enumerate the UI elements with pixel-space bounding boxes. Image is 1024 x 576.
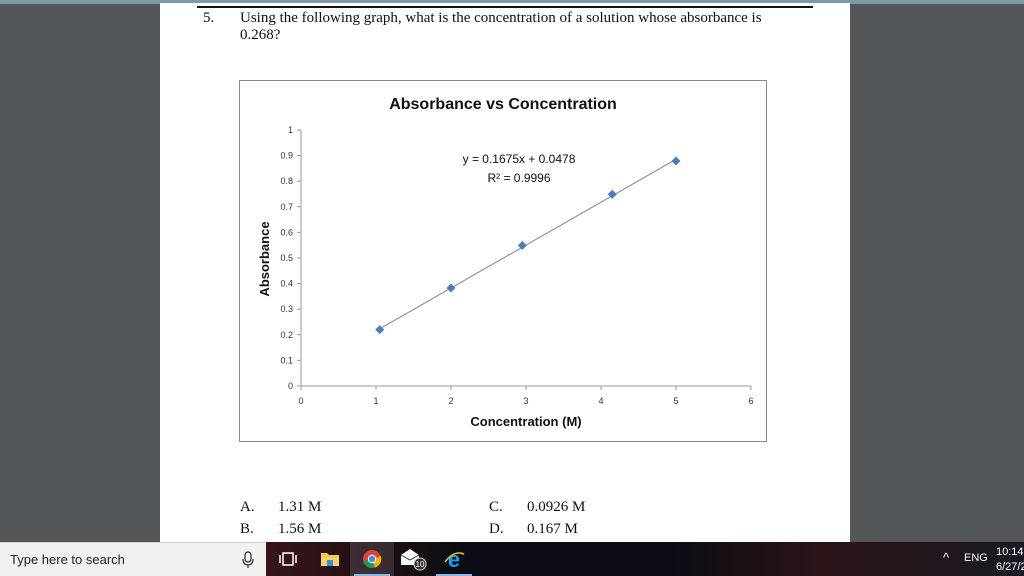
y-tick-label: 0.8 — [280, 176, 293, 186]
answer-letter: C. — [489, 499, 503, 515]
answer-d: D. 0.167 M — [489, 521, 578, 538]
y-tick-label: 0.7 — [280, 202, 293, 212]
x-tick-label: 3 — [523, 396, 528, 406]
x-tick-label: 0 — [298, 396, 303, 406]
task-view-icon — [279, 552, 297, 566]
y-tick-label: 0 — [288, 381, 293, 391]
trendline — [379, 158, 677, 330]
y-tick-label: 0.3 — [280, 304, 293, 314]
show-hidden-icons-button[interactable]: ^ — [943, 550, 950, 565]
x-tick-label: 2 — [448, 396, 453, 406]
y-tick-label: 0.4 — [280, 279, 293, 289]
answer-c: C. 0.0926 M — [489, 499, 585, 516]
y-tick-label: 0.9 — [280, 151, 293, 161]
answer-b: B. 1.56 M — [240, 521, 321, 538]
window-top-strip — [0, 0, 1024, 4]
clock[interactable]: 10:14 A 6/27/2 — [996, 545, 1024, 575]
internet-explorer-button[interactable]: e — [432, 542, 476, 576]
header-rule — [197, 6, 813, 8]
microphone-icon[interactable] — [240, 551, 256, 569]
question-number: 5. — [203, 10, 215, 26]
data-point-marker — [607, 189, 617, 199]
taskbar: Type here to search — [0, 542, 1024, 576]
answer-value: 1.56 M — [278, 521, 322, 537]
clock-time: 10:14 A — [996, 546, 1024, 558]
scatter-chart: Absorbance vs Concentration 0 0.1 0.2 0.3 0.4… — [257, 96, 754, 429]
taskbar-search-box[interactable]: Type here to search — [0, 542, 266, 576]
data-point-marker — [671, 156, 681, 166]
question-text: Using the following graph, what is the c… — [240, 10, 762, 43]
x-tick-label: 1 — [373, 396, 378, 406]
file-explorer-button[interactable] — [308, 542, 352, 576]
y-tick-label: 0.1 — [280, 355, 293, 365]
y-tick-label: 0.6 — [280, 227, 293, 237]
x-axis-label: Concentration (M) — [470, 414, 581, 429]
answer-letter: A. — [240, 499, 255, 515]
answer-letter: B. — [240, 521, 254, 537]
trendline-equation: y = 0.1675x + 0.0478 — [463, 152, 576, 166]
y-tick-label: 1 — [288, 125, 293, 135]
mail-button[interactable]: 10 — [392, 542, 436, 576]
chart-frame: Absorbance vs Concentration 0 0.1 0.2 0.3 0.4… — [239, 80, 767, 442]
data-point-marker — [446, 283, 456, 293]
x-tick-label: 6 — [748, 396, 753, 406]
mail-icon: 10 — [400, 549, 427, 571]
r-squared-label: R² = 0.9996 — [487, 171, 550, 185]
x-tick-label: 4 — [598, 396, 603, 406]
y-tick-label: 0.5 — [280, 253, 293, 263]
data-point-marker — [517, 240, 527, 250]
chart-title: Absorbance vs Concentration — [389, 96, 617, 113]
y-tick-label: 0.2 — [280, 330, 293, 340]
search-placeholder: Type here to search — [10, 552, 125, 567]
svg-text:e: e — [448, 548, 460, 570]
x-tick-label: 5 — [673, 396, 678, 406]
answer-letter: D. — [489, 521, 504, 537]
clock-date: 6/27/2 — [996, 561, 1024, 573]
mail-badge: 10 — [416, 560, 425, 569]
task-view-button[interactable] — [266, 542, 310, 576]
answer-value: 1.31 M — [278, 499, 322, 515]
language-indicator[interactable]: ENG — [964, 552, 988, 564]
data-point-marker — [375, 325, 385, 335]
answer-value: 0.0926 M — [527, 499, 586, 515]
chrome-button[interactable] — [350, 542, 394, 576]
internet-explorer-icon: e — [444, 548, 465, 570]
answer-value: 0.167 M — [527, 521, 578, 537]
y-axis-label: Absorbance — [257, 221, 272, 296]
chrome-icon — [363, 550, 382, 569]
answer-a: A. 1.31 M — [240, 499, 321, 516]
folder-icon — [321, 553, 339, 566]
document-page: 5. Using the following graph, what is th… — [160, 3, 850, 542]
